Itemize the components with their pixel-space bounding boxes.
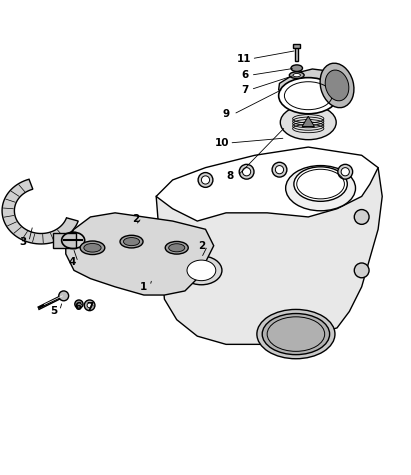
Ellipse shape (187, 260, 216, 281)
Polygon shape (279, 69, 341, 100)
Circle shape (87, 303, 92, 308)
Ellipse shape (320, 63, 354, 108)
Circle shape (201, 176, 210, 184)
Text: 5: 5 (50, 306, 57, 316)
Ellipse shape (84, 244, 101, 252)
Ellipse shape (294, 167, 347, 201)
Circle shape (341, 168, 349, 176)
Text: 2: 2 (132, 214, 139, 224)
Circle shape (272, 162, 287, 177)
Circle shape (59, 291, 69, 301)
Polygon shape (156, 168, 382, 344)
Ellipse shape (293, 74, 300, 77)
Circle shape (242, 168, 251, 176)
Circle shape (354, 209, 369, 224)
Text: 9: 9 (222, 109, 230, 119)
Polygon shape (53, 233, 76, 248)
Ellipse shape (123, 238, 140, 246)
Ellipse shape (165, 241, 188, 254)
Ellipse shape (181, 256, 222, 285)
Ellipse shape (325, 70, 349, 101)
Circle shape (338, 164, 353, 179)
Ellipse shape (291, 65, 302, 71)
Text: 6: 6 (74, 303, 82, 313)
Polygon shape (295, 47, 298, 61)
Text: 7: 7 (241, 85, 248, 95)
Ellipse shape (280, 105, 336, 140)
Text: 2: 2 (198, 241, 205, 251)
Ellipse shape (169, 244, 185, 252)
Text: 4: 4 (68, 257, 76, 267)
Circle shape (84, 300, 95, 311)
Polygon shape (156, 147, 378, 221)
Circle shape (239, 164, 254, 179)
Ellipse shape (279, 77, 338, 114)
Text: 1: 1 (140, 282, 148, 292)
Text: 8: 8 (226, 171, 234, 181)
Text: 7: 7 (87, 303, 94, 313)
Circle shape (198, 172, 213, 187)
Text: 3: 3 (19, 237, 26, 247)
Ellipse shape (262, 314, 330, 355)
Text: 10: 10 (215, 138, 229, 148)
Circle shape (354, 263, 369, 278)
Ellipse shape (286, 166, 356, 211)
Ellipse shape (257, 309, 335, 359)
Polygon shape (302, 116, 314, 126)
Bar (293, 44, 300, 48)
Polygon shape (2, 179, 78, 244)
Ellipse shape (120, 235, 143, 248)
Circle shape (275, 166, 284, 174)
Text: 11: 11 (237, 54, 252, 64)
Ellipse shape (80, 241, 105, 255)
Polygon shape (66, 213, 214, 295)
Text: 6: 6 (241, 70, 248, 80)
Ellipse shape (289, 72, 304, 78)
Circle shape (75, 300, 83, 308)
